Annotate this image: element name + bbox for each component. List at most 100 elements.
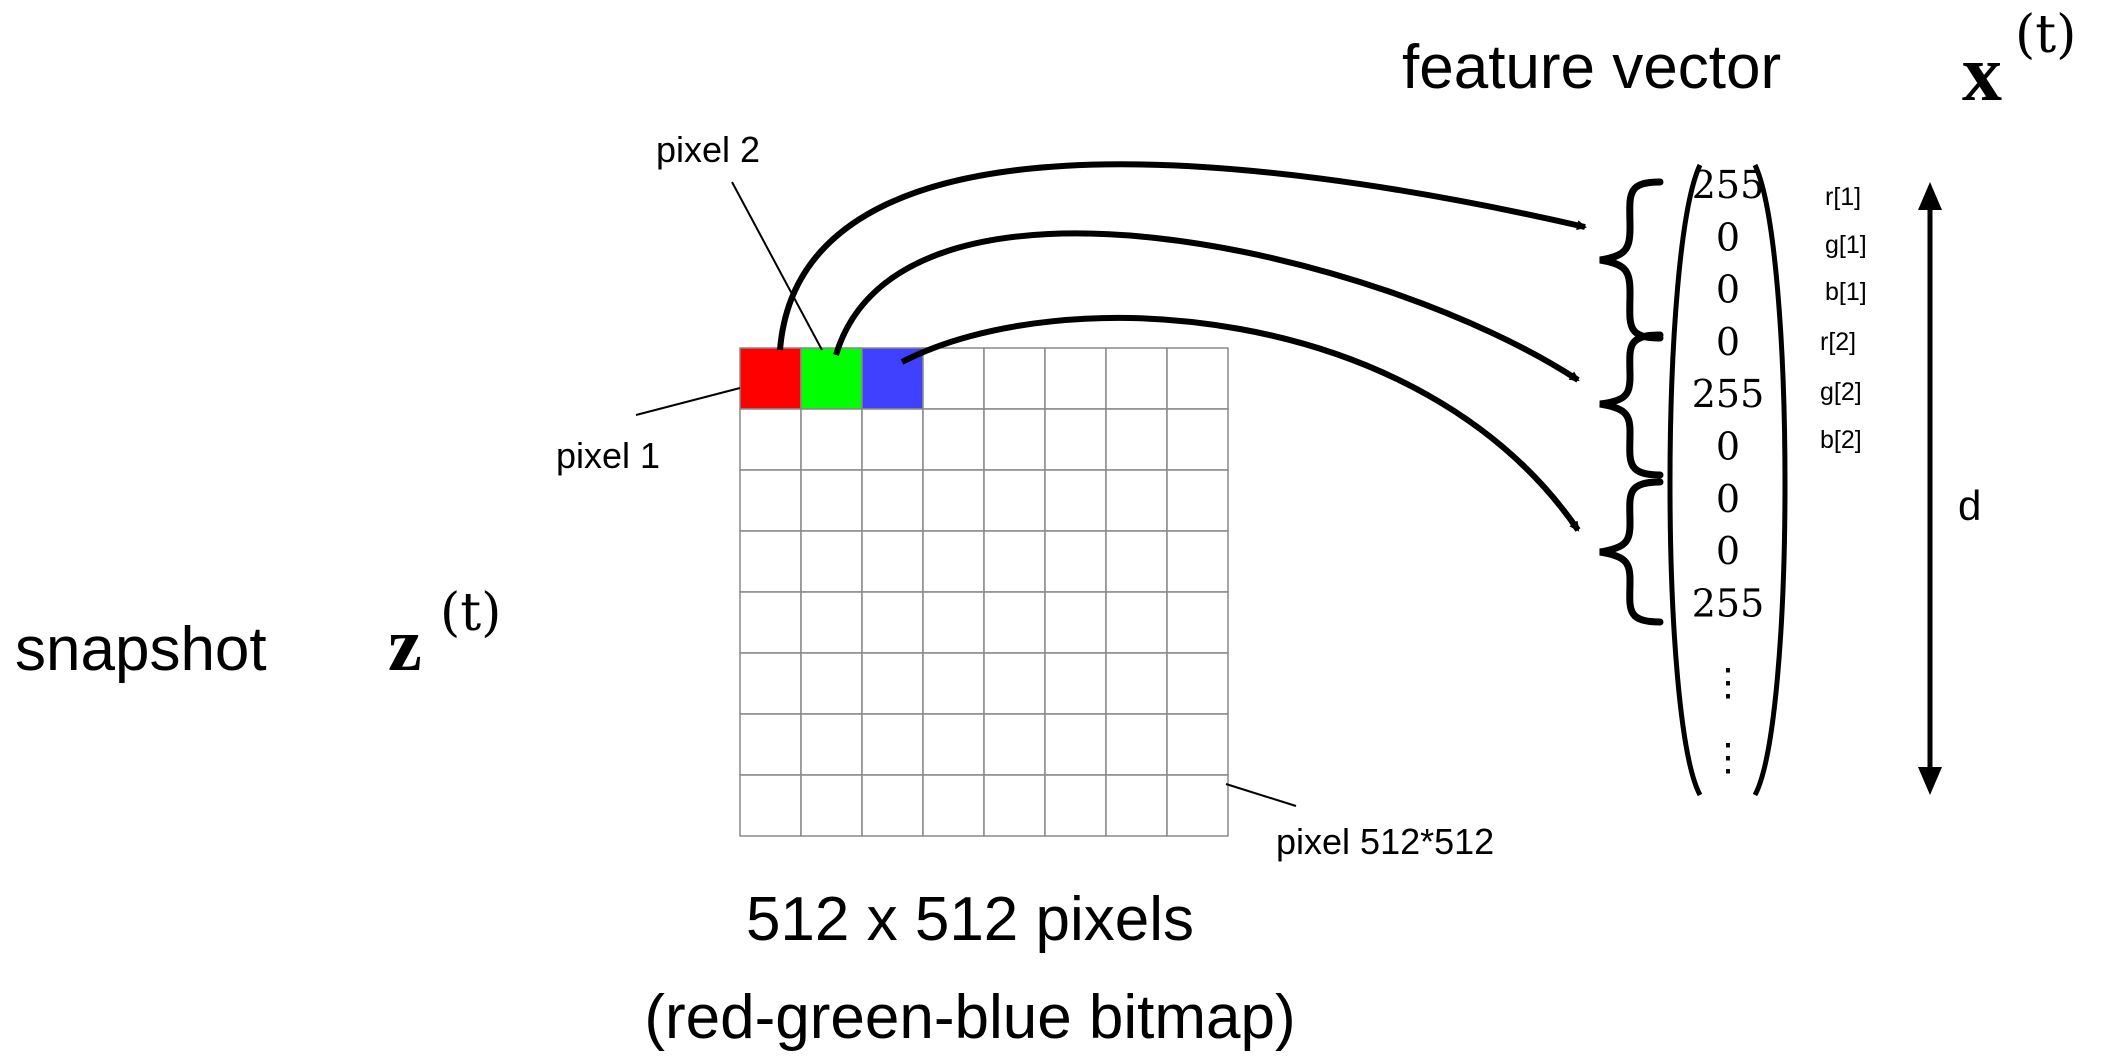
channel-label: b[2] xyxy=(1820,426,1862,454)
grid-cell xyxy=(983,469,1046,532)
brace-pixel2 xyxy=(1599,331,1664,479)
pixel1-callout-line xyxy=(635,387,741,416)
channel-labels: r[1] g[1] b[1] r[2] g[2] b[2] xyxy=(1820,183,1867,454)
feature-vector-superscript: (t) xyxy=(2015,5,2076,65)
vector-entry: 0 xyxy=(1716,425,1740,469)
pixel-grid xyxy=(739,347,1229,837)
grid-cell xyxy=(983,530,1046,593)
grid-cell xyxy=(861,408,924,471)
grid-cell xyxy=(1044,591,1107,654)
grid-cell xyxy=(739,408,802,471)
channel-label: b[1] xyxy=(1825,278,1867,306)
grid-cell xyxy=(800,408,863,471)
grid-cell xyxy=(800,469,863,532)
vector-entry: 0 xyxy=(1716,215,1740,259)
vector-entry: 255 xyxy=(1692,163,1765,207)
grid-cell xyxy=(1044,469,1107,532)
grid-cell xyxy=(922,591,985,654)
channel-label: r[1] xyxy=(1825,183,1861,211)
grid-cell xyxy=(1105,530,1168,593)
brace-pixel1 xyxy=(1599,178,1664,342)
vector-left-paren xyxy=(1667,163,1703,797)
grid-cell xyxy=(739,469,802,532)
vector-entry: 255 xyxy=(1692,372,1765,416)
grid-cell xyxy=(1044,774,1107,837)
vector-entry: 0 xyxy=(1716,320,1740,364)
grid-cell xyxy=(861,713,924,776)
arrow-pixel2-to-entry2 xyxy=(833,230,1580,383)
grid-cell xyxy=(800,774,863,837)
channel-label: r[2] xyxy=(1820,328,1856,356)
vector-entry: 255 xyxy=(1692,581,1765,625)
grid-cell xyxy=(800,713,863,776)
grid-cell xyxy=(983,591,1046,654)
grid-cell xyxy=(922,774,985,837)
pixel-last-label: pixel 512*512 xyxy=(1276,821,1494,862)
vector-entry: 0 xyxy=(1716,529,1740,573)
grid-cell xyxy=(800,530,863,593)
grid-cell xyxy=(1166,591,1229,654)
pixel1-label: pixel 1 xyxy=(556,435,660,476)
grid-cell xyxy=(1105,408,1168,471)
grid-cell xyxy=(922,469,985,532)
grid-cell xyxy=(861,591,924,654)
grid-cell xyxy=(739,652,802,715)
grid-cell xyxy=(983,713,1046,776)
grid-cell xyxy=(1166,652,1229,715)
grid-cell xyxy=(922,530,985,593)
grid-cell-highlighted xyxy=(800,347,863,410)
grid-cell xyxy=(922,652,985,715)
vector-entry: 0 xyxy=(1716,477,1740,521)
caption-line2: (red-green-blue bitmap) xyxy=(644,983,1295,1052)
grid-cell xyxy=(1044,530,1107,593)
grid-cell xyxy=(1166,469,1229,532)
grid-cell xyxy=(861,774,924,837)
grid-cell xyxy=(1044,652,1107,715)
grid-cell xyxy=(983,347,1046,410)
grid-cell xyxy=(861,469,924,532)
grid-cell xyxy=(1105,347,1168,410)
grid-cell xyxy=(1105,774,1168,837)
brace-pixel3 xyxy=(1599,478,1664,626)
grid-cell xyxy=(1044,347,1107,410)
caption-line1: 512 x 512 pixels xyxy=(746,885,1194,954)
grid-cell xyxy=(739,591,802,654)
vector-ellipsis: ⋮ xyxy=(1709,660,1747,704)
grid-cell xyxy=(1166,530,1229,593)
channel-label: g[2] xyxy=(1820,378,1862,406)
grid-cell xyxy=(1105,713,1168,776)
grid-cell xyxy=(983,774,1046,837)
pixel-last-callout-line xyxy=(1225,783,1297,807)
grid-cell xyxy=(1044,713,1107,776)
grid-cell xyxy=(922,713,985,776)
pixel2-callout-line xyxy=(731,181,823,351)
grid-cell xyxy=(800,591,863,654)
snapshot-superscript: (t) xyxy=(440,583,501,643)
feature-vector-symbol: x xyxy=(1962,30,2002,118)
grid-cell xyxy=(739,530,802,593)
snapshot-symbol: z xyxy=(388,603,422,687)
grid-cell xyxy=(922,347,985,410)
arrow-pixel1-to-entry1 xyxy=(777,161,1587,351)
grid-cell xyxy=(861,652,924,715)
grid-cell xyxy=(1166,347,1229,410)
grid-cell xyxy=(1105,591,1168,654)
dimension-arrow-head-top xyxy=(1918,182,1942,210)
grid-cell xyxy=(1105,652,1168,715)
grid-cell xyxy=(1105,469,1168,532)
grid-cell xyxy=(922,408,985,471)
channel-label: g[1] xyxy=(1825,231,1867,259)
grid-cell xyxy=(1044,408,1107,471)
vector-entries: 255 0 0 0 255 0 0 0 255 ⋮ ⋮ xyxy=(1692,163,1765,779)
grid-cell xyxy=(739,713,802,776)
grid-cell xyxy=(983,408,1046,471)
grid-cell xyxy=(1166,408,1229,471)
grid-cell xyxy=(1166,713,1229,776)
vector-right-paren xyxy=(1752,163,1788,797)
dimension-arrow-head-bottom xyxy=(1918,767,1942,795)
grid-cell-highlighted xyxy=(739,347,802,410)
grid-cell xyxy=(739,774,802,837)
grid-cell xyxy=(800,652,863,715)
snapshot-title: snapshot xyxy=(15,615,267,684)
